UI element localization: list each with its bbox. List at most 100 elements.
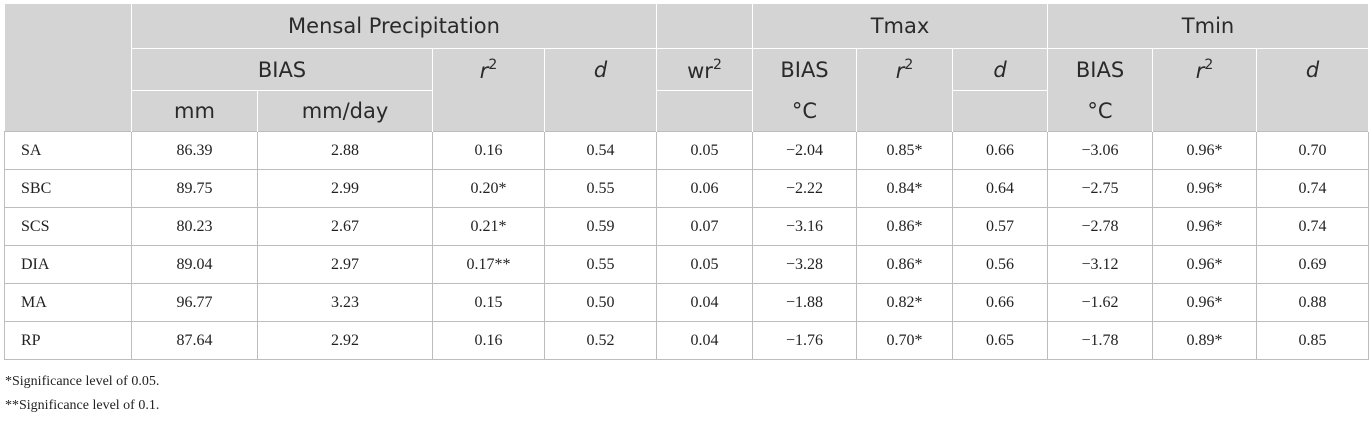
cell-tmin-r2: 0.96* bbox=[1152, 169, 1258, 208]
table-body: SA 86.39 2.88 0.16 0.54 0.05 −2.04 0.85*… bbox=[4, 131, 1370, 360]
cell-wr2: 0.06 bbox=[656, 169, 753, 208]
cell-wr2: 0.04 bbox=[656, 321, 753, 360]
d-symbol: d bbox=[1305, 57, 1320, 82]
table-row: SCS 80.23 2.67 0.21* 0.59 0.07 −3.16 0.8… bbox=[4, 207, 1370, 246]
wr-exponent: 2 bbox=[712, 56, 722, 73]
cell-precip-mmday: 2.88 bbox=[257, 131, 433, 170]
cell-tmin-r2: 0.96* bbox=[1152, 245, 1258, 284]
cell-precip-mm: 89.04 bbox=[131, 245, 258, 284]
statistics-table: Mensal Precipitation Tmax Tmin BIAS r2 d… bbox=[4, 4, 1370, 360]
header-tmax-bias: BIAS bbox=[752, 48, 857, 91]
header-mensal-precipitation: Mensal Precipitation bbox=[131, 4, 657, 49]
row-label: DIA bbox=[4, 245, 132, 284]
header-row-metrics: BIAS r2 d wr2 BIAS r2 d BIAS r2 d bbox=[4, 48, 1370, 91]
header-unit-mmday: mm/day bbox=[257, 90, 433, 132]
r-symbol: r bbox=[479, 58, 489, 83]
cell-tmax-d: 0.66 bbox=[951, 283, 1049, 322]
cell-tmax-d: 0.65 bbox=[951, 321, 1049, 360]
cell-tmax-bias: −3.28 bbox=[752, 245, 857, 284]
header-tmax-r2: r2 bbox=[856, 48, 953, 91]
header-precip-bias: BIAS bbox=[131, 48, 433, 91]
cell-tmax-d: 0.57 bbox=[951, 207, 1049, 246]
table-footnotes: *Significance level of 0.05. **Significa… bbox=[4, 370, 1368, 418]
footnote-1: *Significance level of 0.05. bbox=[5, 374, 160, 389]
cell-tmax-bias: −2.22 bbox=[752, 169, 857, 208]
header-unit-r2-blank bbox=[432, 90, 545, 132]
cell-tmax-bias: −1.76 bbox=[752, 321, 857, 360]
cell-tmin-bias: −1.78 bbox=[1047, 321, 1154, 360]
wr-symbol: wr bbox=[687, 58, 713, 83]
cell-tmin-bias: −1.62 bbox=[1047, 283, 1154, 322]
cell-tmax-r2: 0.85* bbox=[856, 131, 953, 170]
header-tmin: Tmin bbox=[1047, 4, 1370, 49]
row-label: SA bbox=[4, 131, 132, 170]
cell-precip-r2: 0.20* bbox=[432, 169, 545, 208]
cell-tmin-d: 0.85 bbox=[1256, 321, 1370, 360]
cell-precip-mm: 96.77 bbox=[131, 283, 258, 322]
header-precip-d: d bbox=[544, 48, 657, 91]
cell-tmin-bias: −2.75 bbox=[1047, 169, 1154, 208]
cell-tmin-d: 0.74 bbox=[1256, 169, 1370, 208]
header-unit-tmin-r2-blank bbox=[1152, 90, 1258, 132]
header-unit-tmin-c: °C bbox=[1047, 90, 1154, 132]
cell-wr2: 0.05 bbox=[656, 131, 753, 170]
cell-tmin-r2: 0.89* bbox=[1152, 321, 1258, 360]
cell-tmax-r2: 0.84* bbox=[856, 169, 953, 208]
row-label: RP bbox=[4, 321, 132, 360]
cell-wr2: 0.07 bbox=[656, 207, 753, 246]
header-unit-tmin-d-blank bbox=[1256, 90, 1370, 132]
table-row: MA 96.77 3.23 0.15 0.50 0.04 −1.88 0.82*… bbox=[4, 283, 1370, 322]
header-unit-tmax-d-blank bbox=[951, 90, 1049, 132]
cell-tmin-d: 0.88 bbox=[1256, 283, 1370, 322]
d-symbol: d bbox=[993, 57, 1007, 82]
header-tmin-d: d bbox=[1256, 48, 1370, 91]
cell-tmin-r2: 0.96* bbox=[1152, 131, 1258, 170]
r-symbol: r bbox=[1195, 58, 1205, 83]
cell-precip-mm: 86.39 bbox=[131, 131, 258, 170]
cell-tmin-r2: 0.96* bbox=[1152, 207, 1258, 246]
header-tmin-bias: BIAS bbox=[1047, 48, 1154, 91]
r-symbol: r bbox=[895, 58, 905, 83]
header-corner bbox=[4, 4, 132, 49]
cell-tmin-bias: −3.06 bbox=[1047, 131, 1154, 170]
row-label: SBC bbox=[4, 169, 132, 208]
header-tmax-d: d bbox=[951, 48, 1049, 91]
table-container: Mensal Precipitation Tmax Tmin BIAS r2 d… bbox=[4, 4, 1370, 418]
cell-tmin-d: 0.70 bbox=[1256, 131, 1370, 170]
table-row: SA 86.39 2.88 0.16 0.54 0.05 −2.04 0.85*… bbox=[4, 131, 1370, 170]
header-unit-mm: mm bbox=[131, 90, 258, 132]
header-tmax: Tmax bbox=[751, 4, 1049, 49]
header-unit-tmax-r2-blank bbox=[856, 90, 953, 132]
header-wr2-group bbox=[656, 4, 753, 49]
cell-tmin-bias: −3.12 bbox=[1047, 245, 1154, 284]
cell-tmin-r2: 0.96* bbox=[1152, 283, 1258, 322]
table-row: DIA 89.04 2.97 0.17** 0.55 0.05 −3.28 0.… bbox=[4, 245, 1370, 284]
cell-precip-d: 0.55 bbox=[544, 245, 657, 284]
cell-precip-r2: 0.16 bbox=[432, 131, 545, 170]
footnote-2: **Significance level of 0.1. bbox=[5, 398, 160, 413]
cell-tmax-d: 0.64 bbox=[951, 169, 1049, 208]
cell-tmax-r2: 0.86* bbox=[856, 207, 953, 246]
cell-wr2: 0.05 bbox=[656, 245, 753, 284]
header-wr2: wr2 bbox=[656, 48, 753, 91]
header-tmin-r2: r2 bbox=[1152, 48, 1258, 91]
table-row: SBC 89.75 2.99 0.20* 0.55 0.06 −2.22 0.8… bbox=[4, 169, 1370, 208]
cell-tmax-bias: −3.16 bbox=[752, 207, 857, 246]
cell-precip-mmday: 2.67 bbox=[257, 207, 433, 246]
cell-precip-mm: 89.75 bbox=[131, 169, 258, 208]
cell-tmin-d: 0.69 bbox=[1256, 245, 1370, 284]
cell-precip-r2: 0.15 bbox=[432, 283, 545, 322]
cell-precip-mmday: 2.99 bbox=[257, 169, 433, 208]
header-corner-3 bbox=[4, 90, 132, 132]
cell-precip-r2: 0.17** bbox=[432, 245, 545, 284]
cell-tmin-d: 0.74 bbox=[1256, 207, 1370, 246]
cell-precip-mmday: 3.23 bbox=[257, 283, 433, 322]
row-label: SCS bbox=[4, 207, 132, 246]
header-row-units: mm mm/day °C °C bbox=[4, 90, 1370, 132]
cell-precip-r2: 0.21* bbox=[432, 207, 545, 246]
header-precip-r2: r2 bbox=[432, 48, 545, 91]
header-unit-d-blank bbox=[544, 90, 657, 132]
row-label: MA bbox=[4, 283, 132, 322]
table-header: Mensal Precipitation Tmax Tmin BIAS r2 d… bbox=[4, 4, 1370, 132]
r-exponent: 2 bbox=[488, 56, 498, 73]
